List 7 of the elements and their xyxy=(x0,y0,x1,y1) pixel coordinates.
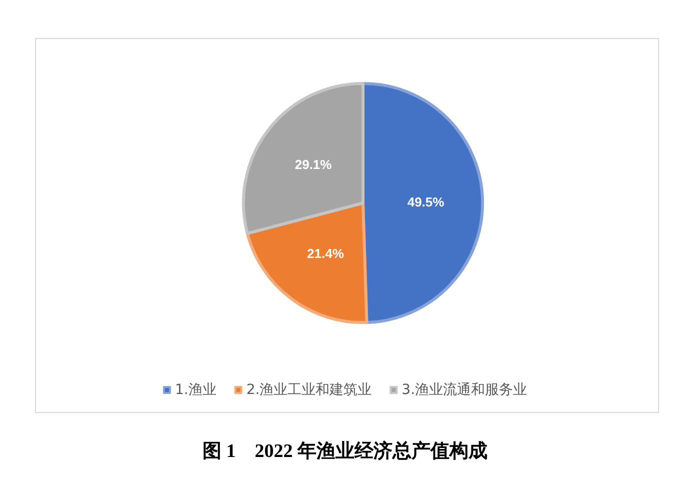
legend-label: 2.渔业工业和建筑业 xyxy=(246,382,372,398)
legend-label: 3.渔业流通和服务业 xyxy=(402,382,528,398)
data-label: 21.4% xyxy=(307,246,344,261)
text: 图 1 2022 年渔业经济总产值构成 xyxy=(202,440,488,462)
data-label: 49.5% xyxy=(407,194,445,210)
data-label: 29.1% xyxy=(294,157,332,172)
legend-label: 1.渔业 xyxy=(174,382,216,398)
